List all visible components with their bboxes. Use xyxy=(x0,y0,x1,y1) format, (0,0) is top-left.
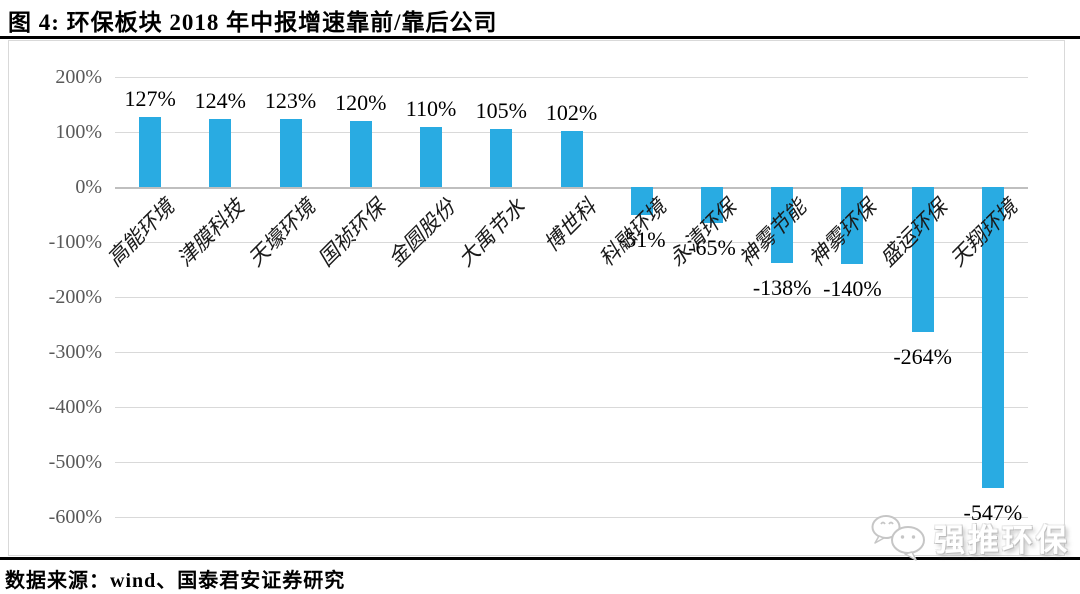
top-divider-rule xyxy=(0,36,1080,39)
watermark-label: 强推环保 xyxy=(934,522,1070,558)
wechat-icon xyxy=(871,515,925,561)
chart-plot-border xyxy=(8,40,1065,556)
figure-title: 图 4: 环保板块 2018 年中报增速靠前/靠后公司 xyxy=(8,10,498,35)
watermark: 强推环保 xyxy=(868,512,1070,562)
bottom-divider-rule xyxy=(0,557,1080,560)
data-source: 数据来源：wind、国泰君安证券研究 xyxy=(5,570,346,592)
